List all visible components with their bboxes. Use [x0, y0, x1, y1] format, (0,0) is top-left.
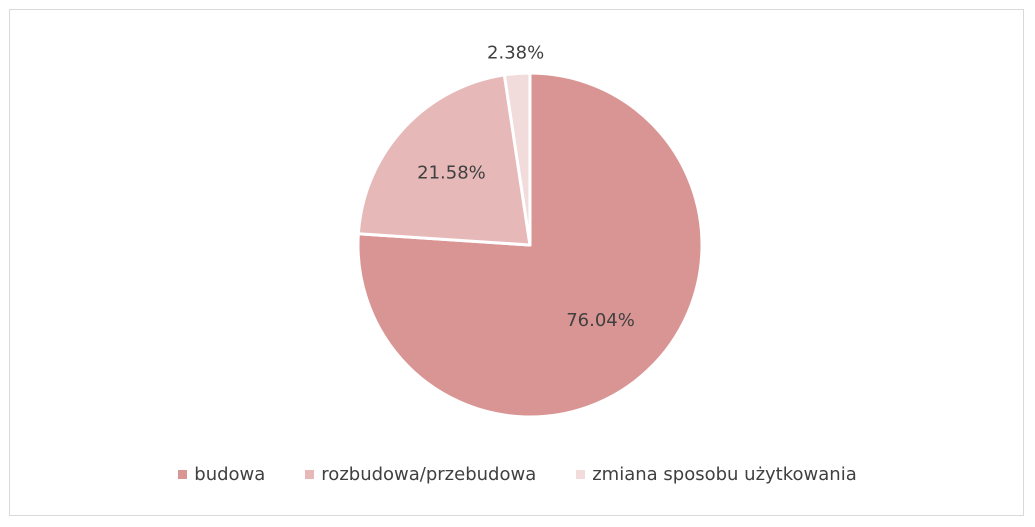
legend: budowa rozbudowa/przebudowa zmiana sposo…: [0, 464, 1035, 485]
data-label-budowa: 76.04%: [566, 310, 635, 331]
legend-swatch-rozbudowa: [305, 470, 315, 479]
legend-swatch-budowa: [178, 470, 188, 479]
legend-item-zmiana[interactable]: zmiana sposobu użytkowania: [576, 464, 857, 485]
pie-slice-zmiana[interactable]: [502, 71, 532, 247]
pie-slices: [356, 71, 704, 419]
legend-swatch-zmiana: [576, 470, 586, 479]
legend-label-rozbudowa: rozbudowa/przebudowa: [321, 464, 537, 485]
data-label-rozbudowa: 21.58%: [417, 162, 486, 183]
pie-slice-rozbudowa[interactable]: [356, 73, 532, 247]
legend-label-budowa: budowa: [194, 464, 266, 485]
legend-label-zmiana: zmiana sposobu użytkowania: [592, 464, 857, 485]
legend-item-budowa[interactable]: budowa: [178, 464, 265, 485]
data-label-zmiana: 2.38%: [487, 42, 544, 63]
legend-item-rozbudowa[interactable]: rozbudowa/przebudowa: [305, 464, 536, 485]
pie-data-labels: 76.04% 21.58% 2.38%: [417, 42, 635, 330]
